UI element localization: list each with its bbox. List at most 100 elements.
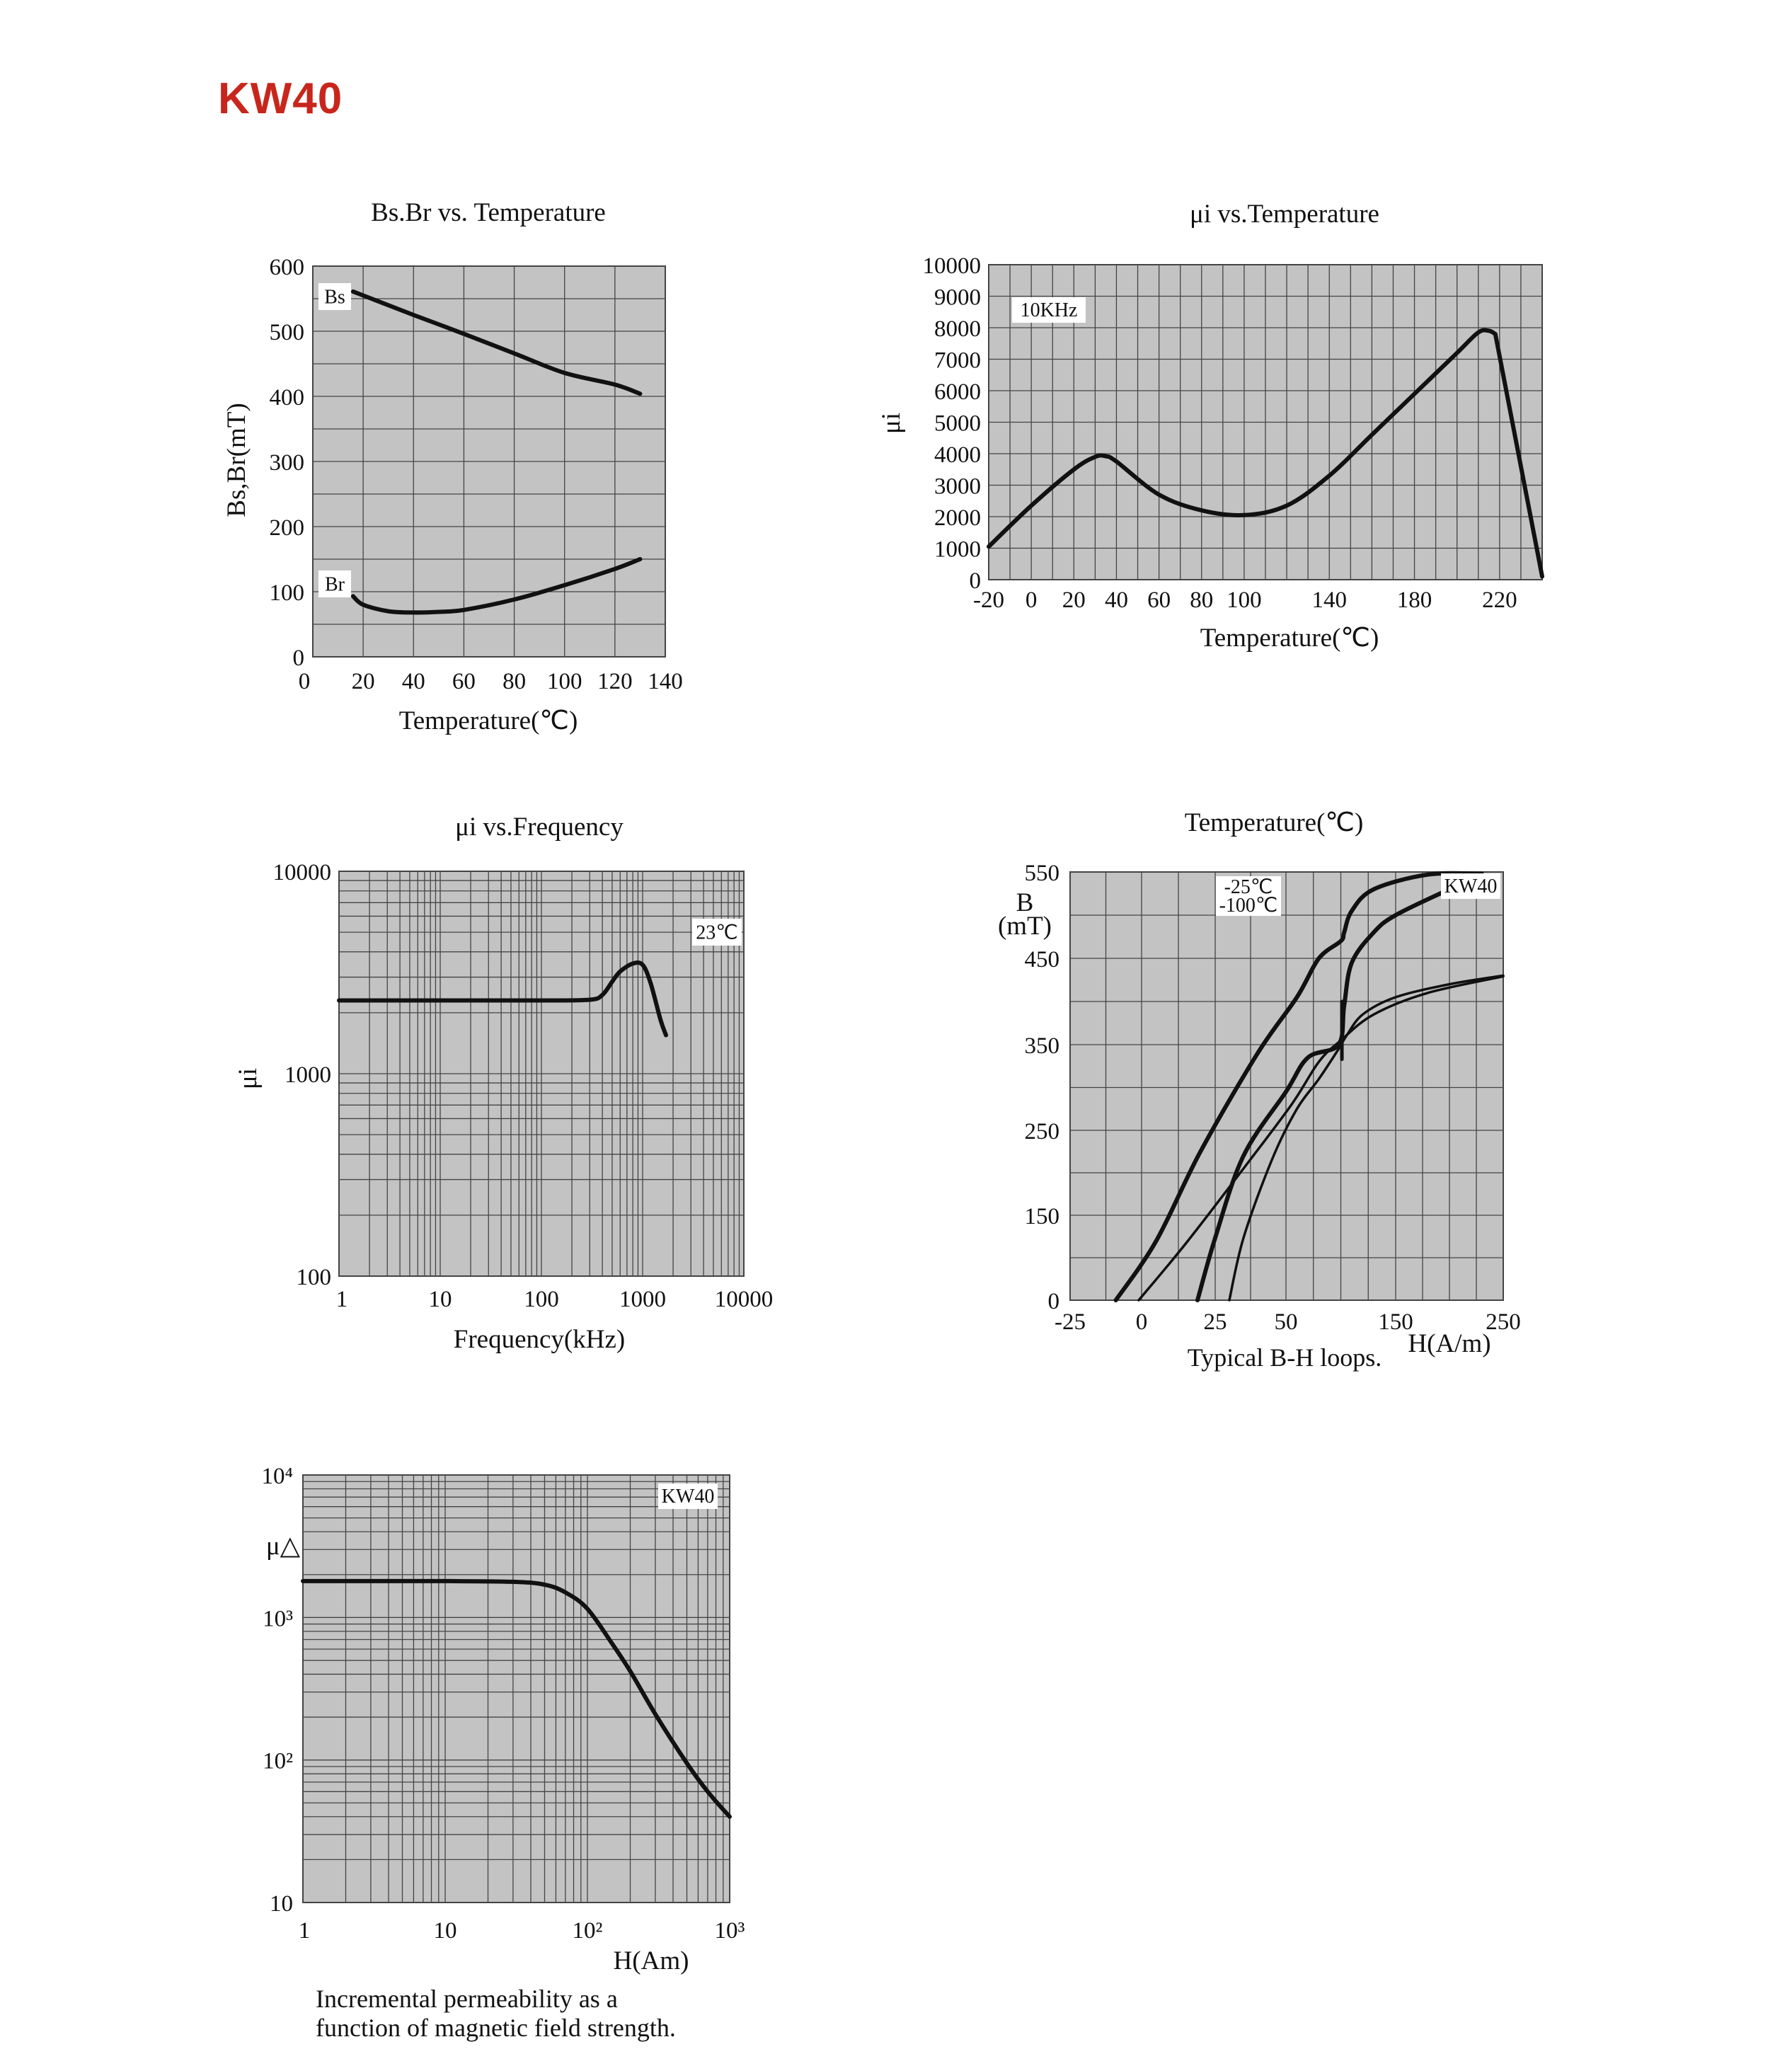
bsbr-series-br-line	[350, 557, 643, 615]
mui-freq-y-axis-label: μi	[234, 1068, 263, 1089]
bsbr-ytick-label: 200	[270, 515, 305, 541]
mu-delta-xtick-label: 10	[434, 1918, 457, 1944]
mu-delta-ytick-label: 10²	[263, 1749, 293, 1774]
mui-freq-xtick-label: 10	[429, 1287, 452, 1312]
mui-temp-frequency-annotation-bg	[1012, 297, 1086, 323]
bsbr-series-label-bs: Bs	[324, 287, 345, 309]
mu-delta-ytick-label: 10⁴	[261, 1464, 293, 1489]
mui-temp-xtick-label: -20	[973, 587, 1004, 613]
mui-temp-y-axis-label: μi	[877, 413, 906, 434]
bh-x-axis-label: H(A/m)	[1408, 1329, 1491, 1358]
bh-xtick-label: 250	[1486, 1309, 1521, 1335]
bh-temperature-legend-1: -25℃	[1224, 876, 1273, 898]
bsbr-xtick-label: 0	[299, 669, 311, 694]
bh-ytick-label: 350	[1025, 1033, 1060, 1059]
bh-caption: Typical B-H loops.	[1188, 1343, 1382, 1372]
mui-temp-xtick-label: 60	[1147, 587, 1171, 613]
mu-delta-ytick-label: 10³	[263, 1606, 293, 1631]
mui-temp-xtick-label: 0	[1026, 587, 1038, 613]
bh-xtick-label: -25	[1055, 1309, 1086, 1335]
mui-temp-ytick-label: 2000	[934, 505, 981, 531]
mui-temp-ytick-label: 10000	[923, 253, 982, 279]
bsbr-ytick-label: 0	[293, 645, 305, 671]
bsbr-ytick-label: 100	[270, 580, 305, 606]
bsbr-xtick-label: 60	[452, 669, 476, 694]
bh-loop-curve	[1113, 871, 1484, 1302]
mui-temp-ytick-label: 7000	[934, 348, 981, 374]
mui-temp-frequency-annotation: 10KHz	[1021, 299, 1078, 321]
mui-temp-xtick-label: 220	[1482, 587, 1517, 613]
bsbr-xtick-label: 40	[402, 669, 425, 694]
mu-delta-xtick-label: 1	[299, 1918, 311, 1944]
mu-delta-material-annotation-bg	[658, 1483, 718, 1509]
mui-temp-ytick-label: 0	[970, 568, 982, 594]
bsbr-xtick-label: 100	[547, 669, 582, 694]
bh-ytick-label: 250	[1025, 1119, 1060, 1144]
mu-delta-y-axis-label: μ△	[266, 1532, 301, 1561]
page-title: KW40	[218, 74, 343, 123]
bsbr-xtick-label: 140	[648, 669, 683, 694]
bsbr-ytick-label: 300	[270, 450, 305, 476]
bsbr-xtick-label: 20	[352, 669, 375, 694]
mui-temp-plot-area	[988, 264, 1543, 580]
bsbr-xtick-label: 80	[502, 669, 526, 694]
bh-ytick-label: 0	[1048, 1289, 1060, 1314]
bh-loop-curve	[1137, 975, 1505, 1302]
mu-delta-caption-line-1: Incremental permeability as a	[316, 1985, 618, 2013]
bh-ytick-label: 150	[1025, 1204, 1060, 1229]
bsbr-series-label-br: Br	[325, 574, 345, 596]
mui-temp-xtick-label: 180	[1397, 587, 1432, 613]
mui-temp-ytick-label: 3000	[934, 474, 981, 500]
mui-temp-series-line	[987, 328, 1544, 579]
bh-material-annotation-bg	[1441, 873, 1500, 899]
bh-chart-title: Temperature(℃)	[1185, 808, 1364, 837]
bsbr-ytick-label: 400	[270, 385, 305, 411]
bh-temperature-legend-bg	[1216, 876, 1281, 916]
bsbr-x-axis-label: Temperature(℃)	[399, 706, 578, 735]
mu-delta-ytick-label: 10	[270, 1891, 293, 1917]
mui-temp-xtick-label: 140	[1311, 587, 1347, 613]
mui-freq-xtick-label: 1	[336, 1287, 348, 1312]
mu-delta-plot-area	[302, 1474, 730, 1903]
mui-freq-xtick-label: 100	[524, 1287, 559, 1312]
bh-plot-area	[1069, 871, 1504, 1301]
bh-material-annotation: KW40	[1444, 876, 1498, 897]
mui-freq-x-axis-label: Frequency(kHz)	[454, 1325, 625, 1354]
mui-temp-ytick-label: 4000	[934, 442, 981, 468]
mu-delta-x-axis-label: H(Am)	[614, 1946, 689, 1975]
mu-delta-xtick-label: 10³	[715, 1918, 745, 1944]
mui-temp-ytick-label: 9000	[934, 285, 981, 311]
bh-y-axis-unit: (mT)	[998, 912, 1052, 941]
bsbr-series-bs-line	[350, 289, 643, 396]
mui-temp-xtick-label: 80	[1190, 587, 1213, 613]
mui-freq-temperature-annotation-bg	[692, 919, 742, 946]
bh-y-axis-label: B	[1016, 888, 1034, 917]
bsbr-series-label-bs-bg	[318, 283, 351, 310]
mui-temp-ytick-label: 5000	[934, 411, 981, 437]
mui-freq-chart-title: μi vs.Frequency	[455, 813, 624, 842]
bh-ytick-label: 450	[1025, 947, 1060, 972]
mui-freq-xtick-label: 1000	[619, 1287, 666, 1312]
bh-loop-curve	[1195, 873, 1484, 1302]
bh-ytick-label: 550	[1025, 861, 1060, 886]
bsbr-plot-area	[312, 265, 666, 658]
mui-temp-xtick-label: 40	[1105, 587, 1128, 613]
mui-freq-series-line	[337, 960, 668, 1038]
mu-delta-xtick-label: 10²	[573, 1918, 603, 1944]
mui-temp-ytick-label: 8000	[934, 316, 981, 342]
mui-temp-ytick-label: 6000	[934, 379, 981, 405]
bsbr-xtick-label: 120	[597, 669, 633, 694]
mui-temp-chart-title: μi vs.Temperature	[1190, 200, 1379, 229]
bsbr-ytick-label: 600	[270, 255, 305, 280]
mui-temp-xtick-label: 20	[1062, 587, 1086, 613]
bh-loop-curve	[1228, 974, 1505, 1302]
bsbr-chart-title: Bs.Br vs. Temperature	[371, 198, 606, 227]
mui-temp-ytick-label: 1000	[934, 537, 981, 563]
bsbr-ytick-label: 500	[270, 320, 305, 345]
mu-delta-material-annotation: KW40	[662, 1486, 715, 1508]
mu-delta-caption-line-2: function of magnetic field strength.	[316, 2014, 676, 2042]
mui-freq-ytick-label: 10000	[273, 860, 332, 885]
mui-temp-xtick-label: 100	[1227, 587, 1262, 613]
bsbr-y-axis-label: Bs,Br(mT)	[222, 403, 251, 517]
